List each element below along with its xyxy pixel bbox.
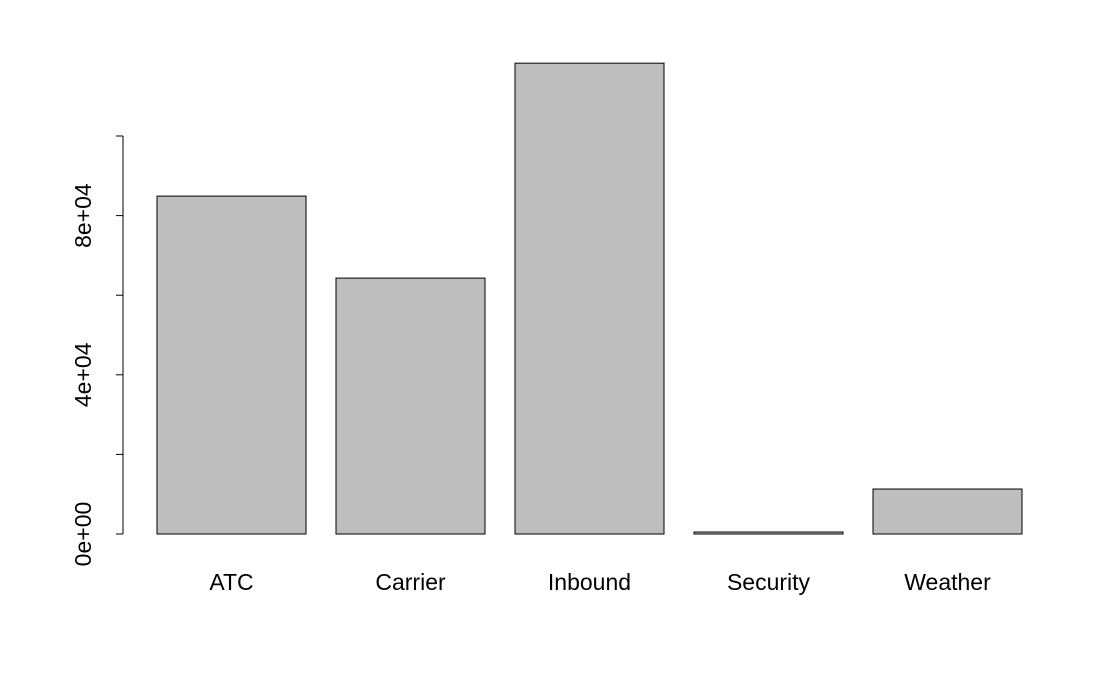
bar	[514, 62, 665, 535]
bar	[335, 277, 486, 535]
y-tick-label: 0e+00	[70, 502, 96, 567]
x-tick-label: ATC	[209, 569, 253, 595]
x-tick-label: Weather	[904, 569, 991, 595]
bar	[693, 531, 844, 535]
x-tick-label: Carrier	[375, 569, 446, 595]
x-tick-label: Security	[727, 569, 811, 595]
x-tick-label: Inbound	[548, 569, 631, 595]
y-tick-label: 4e+04	[70, 342, 96, 407]
y-tick-label: 8e+04	[70, 183, 96, 248]
bar	[156, 195, 307, 535]
bar	[872, 488, 1023, 535]
